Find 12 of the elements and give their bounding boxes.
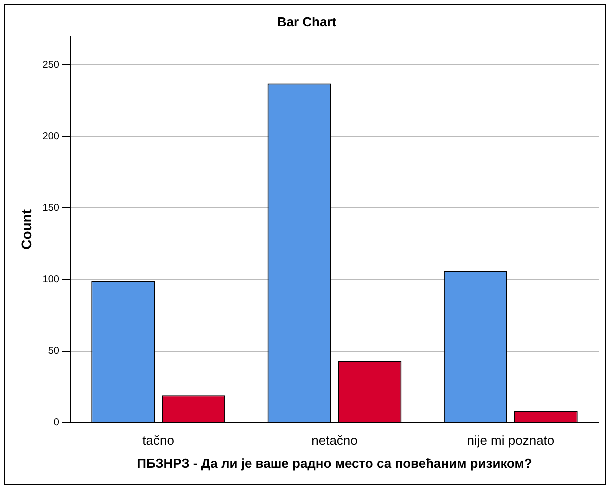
y-tick-label: 100 <box>42 274 60 286</box>
x-tick-label: netačno <box>312 433 358 448</box>
y-tick-label: 200 <box>42 131 60 142</box>
chart-title: Bar Chart <box>277 14 338 30</box>
x-tick-label: tačno <box>142 433 174 448</box>
y-tick-label: 250 <box>42 60 60 71</box>
x-axis-title: ПБЗНРЗ - Да ли је ваше радно место са повећаним ризиком? <box>137 456 532 471</box>
y-tick-label: 150 <box>42 202 60 214</box>
y-axis-title: Count <box>18 209 34 250</box>
y-tick-label: 0 <box>54 418 60 429</box>
x-tick-label: nije mi poznato <box>467 433 555 448</box>
y-tick-label: 50 <box>48 346 60 358</box>
